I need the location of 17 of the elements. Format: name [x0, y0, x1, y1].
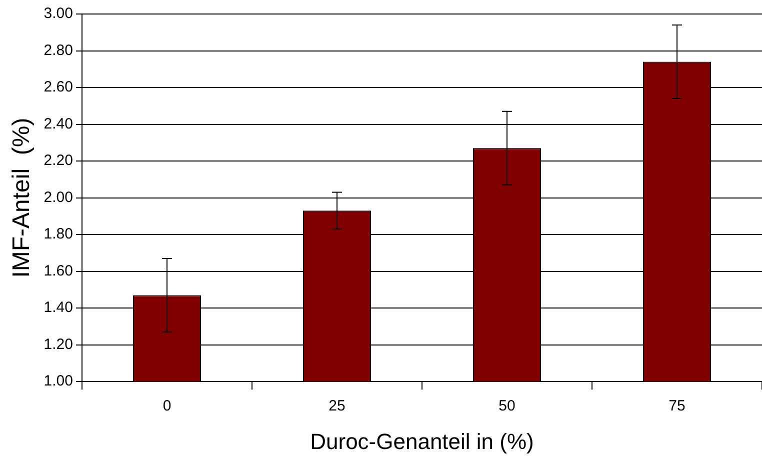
x-axis-title: Duroc-Genanteil in (%) [310, 428, 534, 454]
y-axis-title: IMF-Anteil (%) [8, 118, 36, 278]
y-tick-label: 2.20 [44, 152, 73, 170]
y-tick-label: 1.00 [44, 372, 73, 390]
y-tick-label: 2.00 [44, 188, 73, 206]
y-tick-label: 1.80 [44, 226, 73, 243]
y-tick-label: 1.40 [44, 299, 73, 316]
y-tick-label: 2.60 [44, 78, 73, 96]
x-tick-label: 25 [328, 398, 346, 415]
y-tick-label: 3.00 [44, 5, 73, 22]
x-tick-label: 75 [668, 398, 686, 415]
x-tick-label: 0 [162, 398, 172, 415]
y-tick-label: 2.80 [44, 42, 73, 59]
y-tick-label: 2.40 [44, 115, 73, 132]
x-tick-label: 50 [498, 398, 516, 415]
y-tick-label: 1.20 [44, 336, 73, 353]
y-tick-label: 1.60 [44, 262, 73, 280]
